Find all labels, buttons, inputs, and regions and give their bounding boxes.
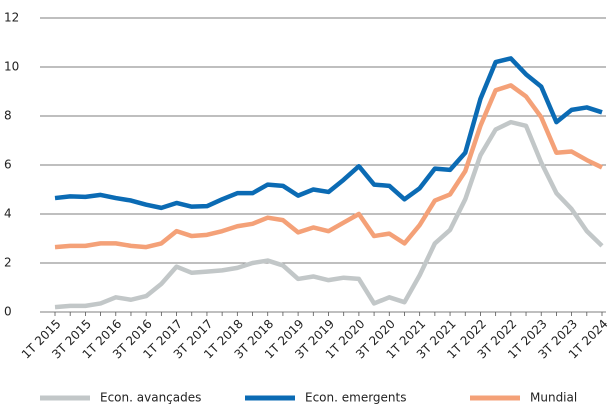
y-tick-label: 0 <box>4 305 12 319</box>
y-tick-label: 8 <box>4 109 12 123</box>
y-tick-label: 4 <box>4 207 12 221</box>
y-tick-label: 2 <box>4 256 12 270</box>
legend-label: Econ. avançades <box>100 391 201 405</box>
series-line <box>54 119 604 310</box>
y-tick-label: 10 <box>4 60 19 74</box>
legend-label: Econ. emergents <box>305 391 407 405</box>
series-line <box>54 56 603 211</box>
series-line <box>54 83 603 250</box>
y-tick-label: 6 <box>4 158 12 172</box>
legend-label: Mundial <box>530 391 577 405</box>
y-tick-label: 12 <box>4 11 19 25</box>
